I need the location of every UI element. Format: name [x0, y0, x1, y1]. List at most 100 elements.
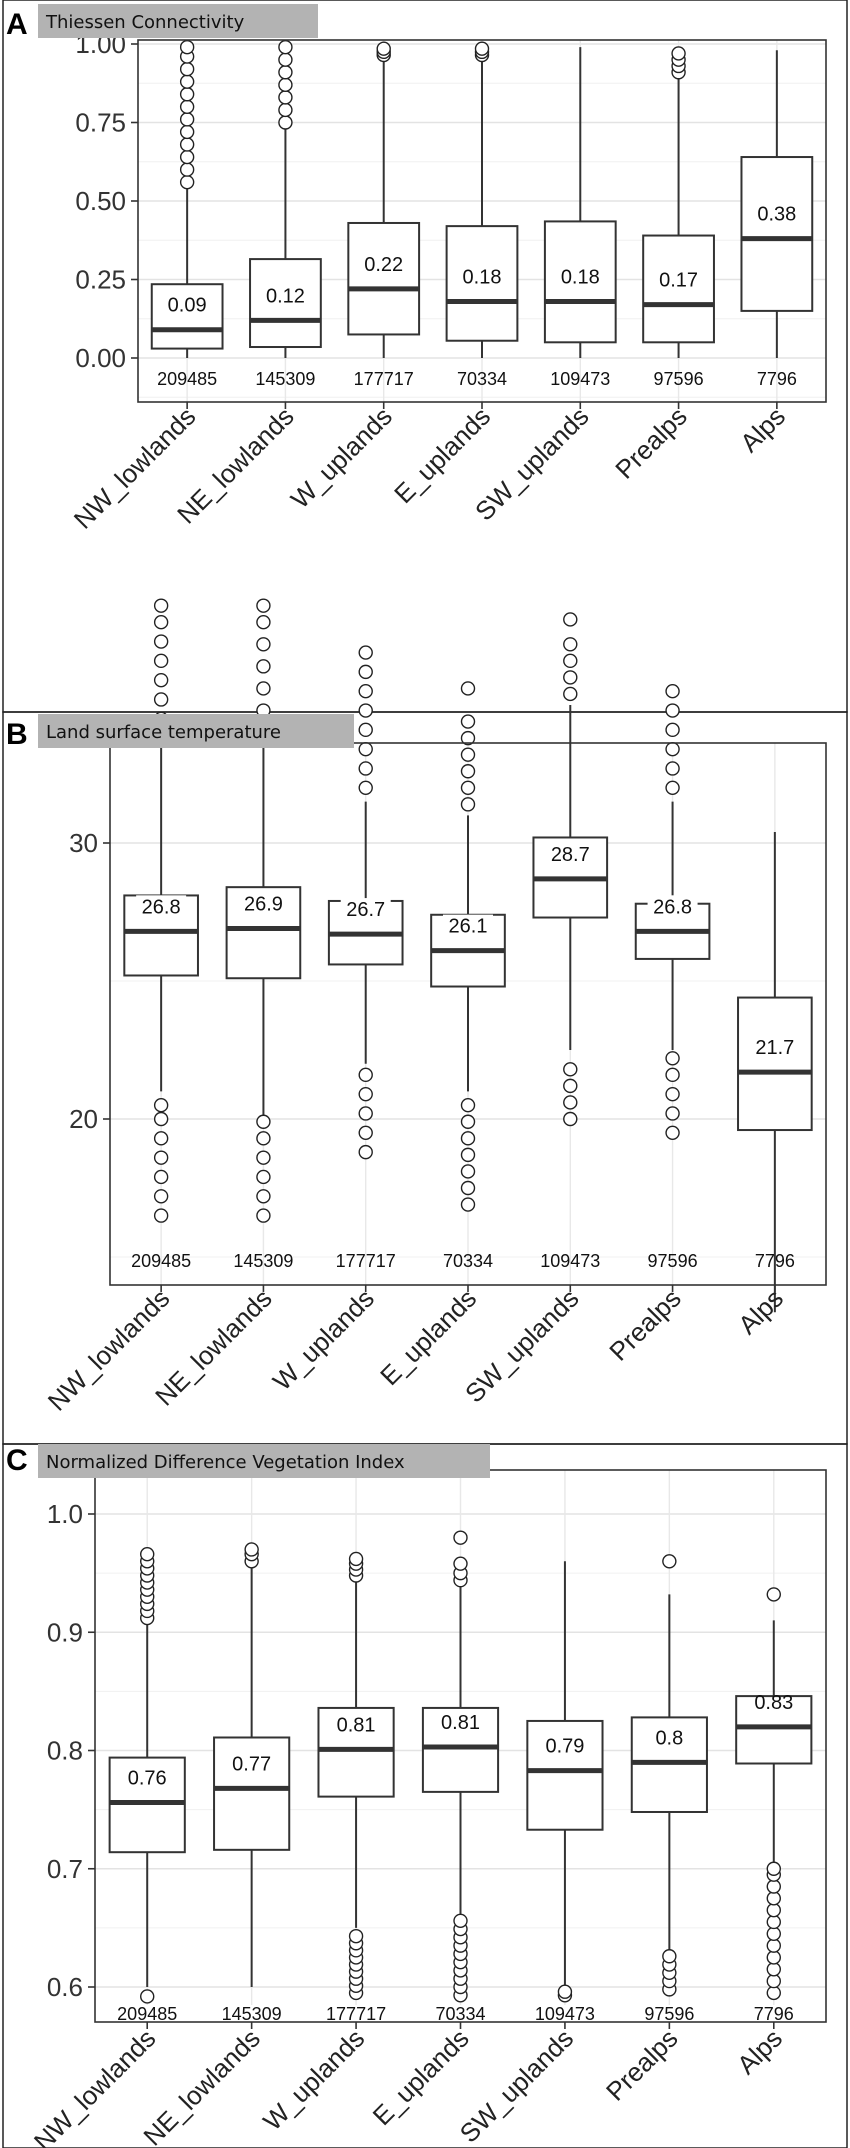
median-label: 26.8 — [653, 896, 692, 918]
outlier-point — [153, 634, 169, 649]
median-label: 0.81 — [441, 1712, 480, 1734]
outlier-point — [460, 1180, 476, 1196]
title-strip — [38, 714, 354, 748]
outlier-point — [278, 39, 293, 55]
box-SW_uplands: 28.7 109473 — [532, 612, 609, 1271]
outlier-point — [179, 61, 195, 77]
outlier-point — [665, 684, 680, 699]
outlier-point — [179, 174, 195, 190]
median-label: 26.7 — [346, 899, 385, 921]
median-label: 26.1 — [449, 916, 488, 938]
box-Alps: 0.83 7796 — [735, 1587, 813, 2024]
box-W_uplands: 0.81 177717 — [317, 1551, 395, 2024]
count-label: 145309 — [255, 369, 315, 389]
outlier-point — [256, 598, 271, 613]
box-NW_lowlands: 26.8 209485 — [123, 598, 199, 1271]
outlier-point — [256, 659, 271, 674]
outlier-point — [358, 1106, 373, 1121]
y-tick-label: 0.8 — [47, 1736, 83, 1766]
outlier-point — [460, 714, 476, 729]
y-tick-label: 0.6 — [47, 1972, 83, 2002]
panel-a: A 0.09 209485 0.12 145309 0.22 177717 0.18 70334… — [2, 0, 848, 713]
outlier-point — [179, 137, 195, 152]
box-iqr — [317, 1706, 395, 1798]
box-iqr — [249, 258, 322, 349]
outlier-point — [278, 77, 293, 93]
box-Prealps: 0.8 97596 — [630, 1554, 708, 2024]
outlier-point — [358, 1125, 373, 1141]
median-label: 0.79 — [545, 1736, 584, 1758]
outlier-point — [460, 764, 476, 779]
count-label-bg — [218, 2005, 286, 2024]
outlier-point — [179, 149, 195, 165]
box-Alps: 21.7 7796 — [737, 831, 813, 1313]
outlier-point — [256, 1169, 271, 1185]
y-tick-label: 30 — [69, 828, 98, 858]
box-Alps: 0.38 7796 — [740, 50, 814, 389]
outlier-point — [460, 1147, 476, 1163]
count-label: 177717 — [336, 1251, 396, 1271]
outlier-point — [140, 1547, 155, 1562]
outlier-point — [766, 1891, 781, 1906]
title-strip — [38, 1444, 490, 1478]
median-label: 0.18 — [463, 266, 502, 288]
median-label: 0.8 — [655, 1727, 683, 1749]
outlier-point — [358, 722, 373, 738]
count-label-bg — [531, 2005, 599, 2024]
outlier-point — [563, 612, 578, 627]
box-SW_uplands: 0.18 109473 — [543, 47, 617, 389]
box-iqr — [445, 225, 519, 342]
median-label-bg — [443, 914, 493, 939]
outlier-point — [563, 1062, 578, 1077]
median-label: 0.17 — [659, 270, 698, 292]
x-tick-label: Alps — [732, 1283, 789, 1340]
outlier-point — [358, 684, 373, 699]
outlier-point — [153, 672, 169, 688]
outlier-point — [153, 1169, 169, 1185]
box-W_uplands: 0.22 177717 — [347, 41, 421, 389]
count-label: 109473 — [535, 2004, 595, 2024]
chart-title: Normalized Difference Vegetation Index — [46, 1452, 405, 1473]
outlier-point — [766, 1914, 781, 1930]
count-label-bg — [113, 2005, 181, 2024]
panel-letter: B — [6, 718, 28, 751]
median-label-bg — [340, 898, 391, 923]
outlier-point — [358, 761, 373, 776]
count-label: 97596 — [654, 369, 704, 389]
count-label: 209485 — [117, 2004, 177, 2024]
outlier-point — [665, 1125, 680, 1141]
outlier-point — [140, 1989, 155, 2004]
count-label: 7796 — [755, 1251, 795, 1271]
box-NE_lowlands: 0.77 145309 — [213, 1542, 291, 2024]
chart-title: Land surface temperature — [46, 722, 281, 743]
outlier-point — [153, 653, 169, 669]
median-label: 0.18 — [561, 266, 600, 288]
outlier-point — [278, 90, 293, 105]
outlier-point — [662, 1554, 677, 1569]
median-label: 0.81 — [337, 1714, 376, 1736]
outlier-point — [153, 1150, 169, 1165]
count-label: 145309 — [233, 1251, 293, 1271]
outlier-point — [563, 686, 578, 702]
outlier-point — [766, 1962, 781, 1977]
median-label: 0.83 — [754, 1692, 793, 1714]
outlier-point — [766, 1973, 781, 1989]
outlier-point — [358, 741, 373, 757]
outlier-point — [665, 703, 680, 718]
median-label: 0.12 — [266, 285, 305, 307]
median-label: 28.7 — [551, 844, 590, 866]
box-iqr — [740, 156, 814, 312]
outlier-point — [665, 761, 680, 776]
y-tick-label: 0.25 — [75, 265, 126, 295]
outlier-point — [179, 162, 195, 177]
outlier-point — [453, 1530, 468, 1545]
outlier-point — [766, 1950, 781, 1965]
y-tick-label: 0.50 — [75, 186, 126, 216]
outlier-point — [153, 615, 169, 630]
count-label: 209485 — [157, 369, 217, 389]
outlier-point — [460, 780, 476, 795]
y-tick-label: 0.9 — [47, 1617, 83, 1647]
outlier-point — [665, 1106, 680, 1121]
x-tick-label: Prealps — [609, 401, 693, 485]
outlier-point — [153, 1208, 169, 1223]
